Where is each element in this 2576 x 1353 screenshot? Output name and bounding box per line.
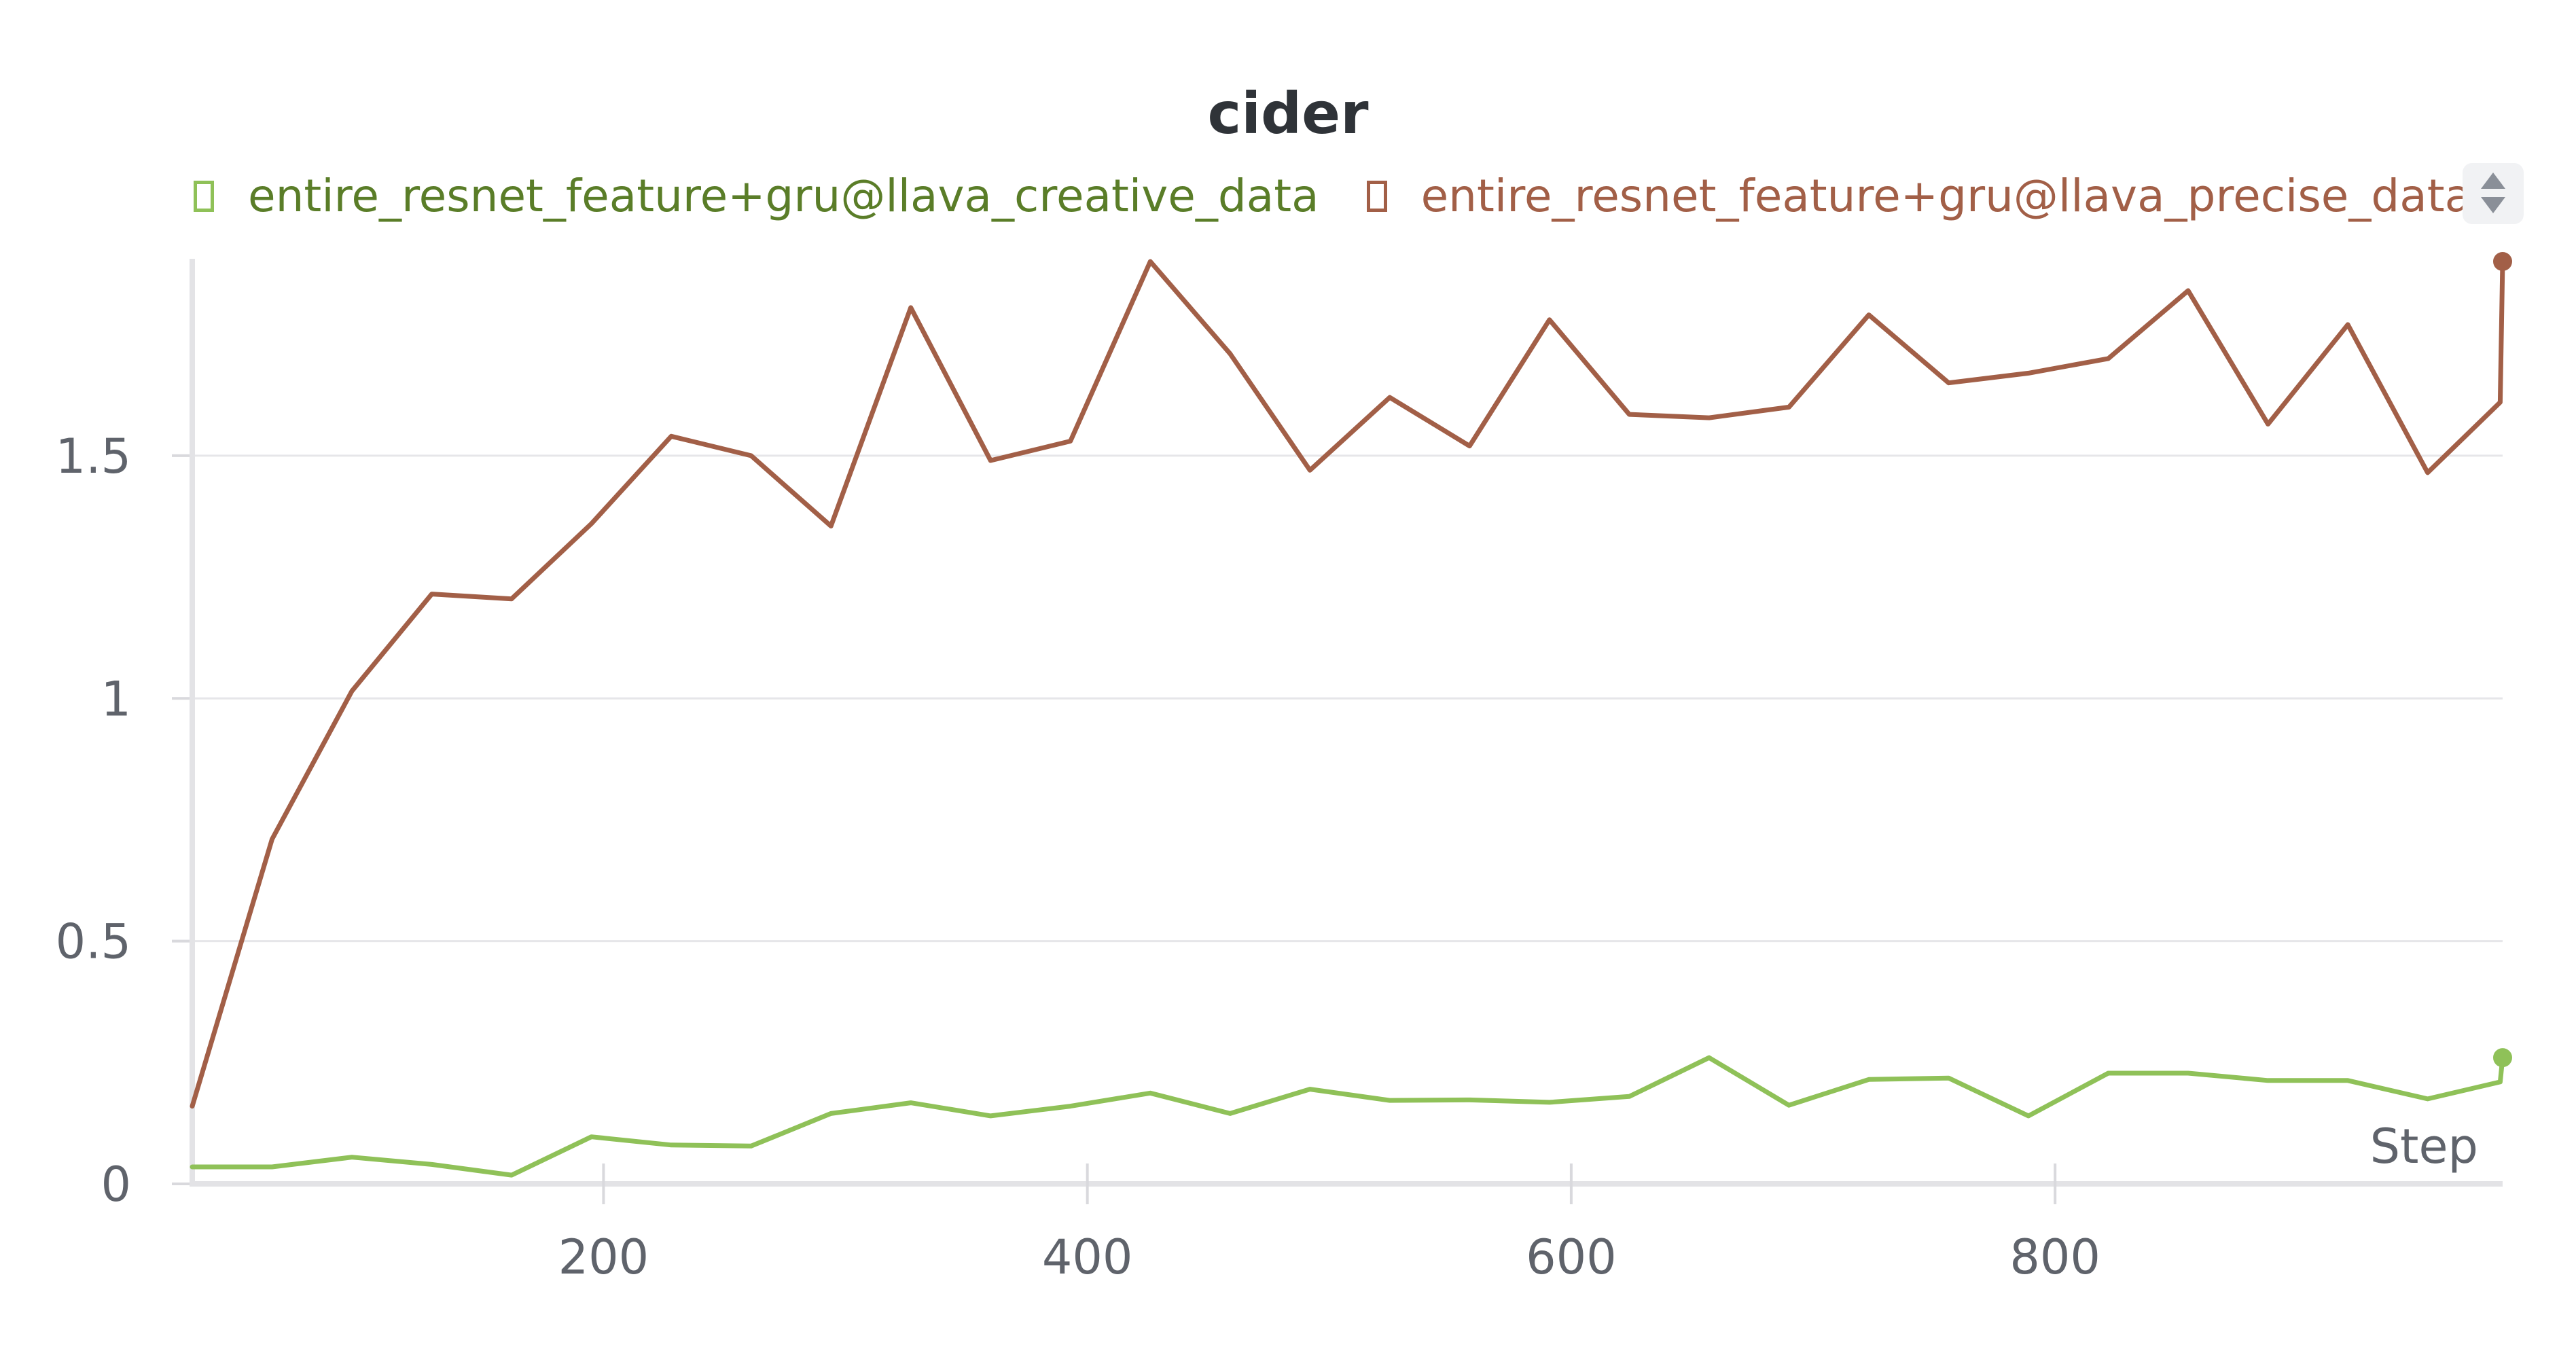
legend-item-creative[interactable]: entire_resnet_feature+gru@llava_creative…	[194, 170, 1319, 222]
x-tick-label: 800	[2009, 1229, 2100, 1285]
y-tick-label: 0.5	[56, 914, 131, 970]
series-lines	[190, 252, 2512, 1178]
y-tick-label: 1	[101, 671, 131, 727]
chart-title: cider	[1207, 80, 1369, 147]
axes	[172, 259, 2503, 1204]
series-line-0	[190, 1055, 2505, 1178]
legend-swatch-precise	[1366, 180, 1387, 212]
legend-swatch-creative	[194, 180, 214, 212]
x-tick-label: 200	[558, 1229, 649, 1285]
y-tick-label: 0	[101, 1157, 131, 1212]
series-end-point-0	[2493, 1048, 2512, 1068]
scroll-up-icon[interactable]	[2481, 173, 2505, 189]
x-tick-label: 600	[1526, 1229, 1617, 1285]
legend-label-creative: entire_resnet_feature+gru@llava_creative…	[248, 170, 1319, 222]
legend-label-precise: entire_resnet_feature+gru@llava_precise_…	[1420, 170, 2473, 222]
tick-labels: 0 0.5 1 1.5 200 400 600 800	[56, 429, 2100, 1285]
series-line-1	[190, 259, 2505, 1109]
grid-lines	[192, 454, 2503, 943]
x-axis-label: Step	[2370, 1119, 2478, 1174]
legend-scroll-button[interactable]	[2463, 163, 2524, 224]
x-tick-label: 400	[1042, 1229, 1133, 1285]
legend: entire_resnet_feature+gru@llava_creative…	[194, 170, 2520, 222]
y-tick-label: 1.5	[56, 429, 131, 484]
scroll-down-icon[interactable]	[2481, 197, 2505, 213]
series-end-point-1	[2493, 252, 2512, 271]
legend-item-precise[interactable]: entire_resnet_feature+gru@llava_precise_…	[1366, 170, 2473, 222]
